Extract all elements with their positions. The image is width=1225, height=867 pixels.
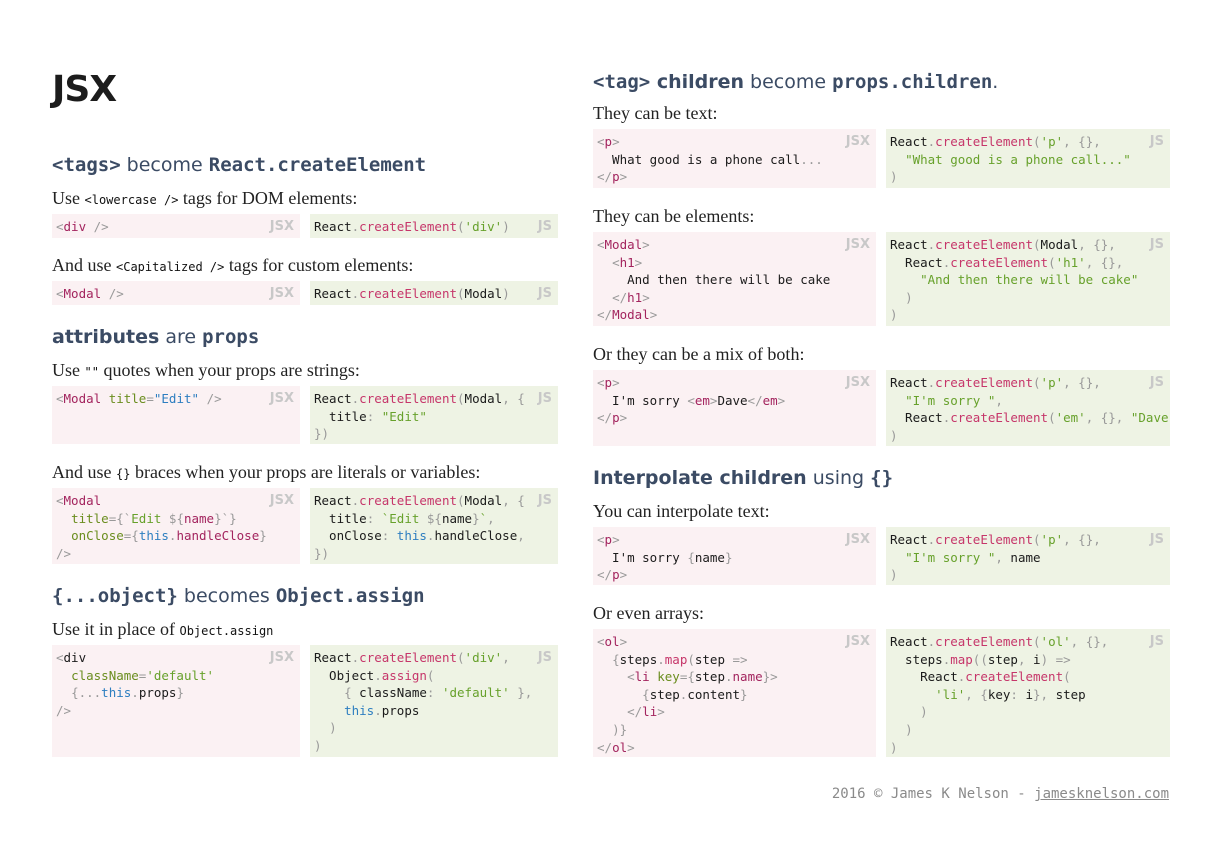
footer: 2016 © James K Nelson - jamesknelson.com — [832, 786, 1169, 802]
children-paragraph-2: They can be elements: — [593, 206, 755, 226]
jsx-badge: JSX — [845, 532, 870, 547]
js-badge: JS — [537, 286, 552, 301]
footer-link[interactable]: jamesknelson.com — [1034, 786, 1169, 802]
tags-paragraph-2: And use <Capitalized /> tags for custom … — [52, 255, 414, 275]
js-badge: JS — [1149, 532, 1164, 547]
js-code-block: JS React.createElement('div', Object.ass… — [310, 645, 558, 757]
jsx-code-block: JSX <Modal /> — [52, 281, 300, 305]
section-heading-children: <tag> children become props.children. — [593, 71, 999, 93]
interpolate-paragraph-1: You can interpolate text: — [593, 501, 770, 521]
jsx-code-block: JSX <div className='default' {...this.pr… — [52, 645, 300, 757]
jsx-badge: JSX — [845, 375, 870, 390]
jsx-badge: JSX — [269, 219, 294, 234]
page-title: JSX — [52, 69, 117, 110]
js-badge: JS — [537, 219, 552, 234]
jsx-code-block: JSX <Modal title="Edit" /> — [52, 386, 300, 444]
js-code-block: JS React.createElement(Modal) — [310, 281, 558, 305]
js-code-block: JS React.createElement(Modal, { title: "… — [310, 386, 558, 444]
js-badge: JS — [537, 391, 552, 406]
jsx-code-block: JSX <Modal> <h1> And then there will be … — [593, 232, 876, 326]
jsx-badge: JSX — [269, 286, 294, 301]
js-code-block: JS React.createElement(Modal, {}, React.… — [886, 232, 1170, 326]
js-code-block: JS React.createElement('ol', {}, steps.m… — [886, 629, 1170, 757]
js-code-block: JS React.createElement('div') — [310, 214, 558, 238]
tags-paragraph-1: Use <lowercase /> tags for DOM elements: — [52, 188, 358, 208]
jsx-code-block: JSX <p> I'm sorry <em>Dave</em> </p> — [593, 370, 876, 446]
js-badge: JS — [537, 493, 552, 508]
jsx-badge: JSX — [845, 634, 870, 649]
children-paragraph-3: Or they can be a mix of both: — [593, 344, 805, 364]
interpolate-paragraph-2: Or even arrays: — [593, 603, 704, 623]
jsx-badge: JSX — [269, 391, 294, 406]
attributes-paragraph-2: And use {} braces when your props are li… — [52, 462, 481, 482]
jsx-code-block: JSX <Modal title={`Edit ${name}`} onClos… — [52, 488, 300, 564]
spread-paragraph-1: Use it in place of Object.assign — [52, 619, 274, 639]
section-heading-spread: {...object} becomes Object.assign — [52, 585, 425, 607]
jsx-code-block: JSX <p> I'm sorry {name} </p> — [593, 527, 876, 585]
section-heading-interpolate: Interpolate children using {} — [593, 467, 894, 489]
footer-copyright: 2016 © James K Nelson - — [831, 786, 1035, 802]
js-badge: JS — [1149, 375, 1164, 390]
jsx-code-block: JSX <div /> — [52, 214, 300, 238]
jsx-badge: JSX — [269, 493, 294, 508]
js-badge: JS — [1149, 134, 1164, 149]
jsx-badge: JSX — [269, 650, 294, 665]
children-paragraph-1: They can be text: — [593, 103, 718, 123]
js-badge: JS — [1149, 237, 1164, 252]
js-code-block: JS React.createElement(Modal, { title: `… — [310, 488, 558, 564]
js-code-block: JS React.createElement('p', {}, "I'm sor… — [886, 527, 1170, 585]
section-heading-tags: <tags> become React.createElement — [52, 154, 427, 176]
jsx-code-block: JSX <ol> {steps.map(step => <li key={ste… — [593, 629, 876, 757]
js-code-block: JS React.createElement('p', {}, "What go… — [886, 129, 1170, 188]
attributes-paragraph-1: Use "" quotes when your props are string… — [52, 360, 360, 380]
jsx-badge: JSX — [845, 237, 870, 252]
js-badge: JS — [537, 650, 552, 665]
js-code-block: JS React.createElement('p', {}, "I'm sor… — [886, 370, 1170, 446]
jsx-code-block: JSX <p> What good is a phone call... </p… — [593, 129, 876, 188]
jsx-badge: JSX — [845, 134, 870, 149]
js-badge: JS — [1149, 634, 1164, 649]
section-heading-attributes: attributes are props — [52, 326, 260, 348]
